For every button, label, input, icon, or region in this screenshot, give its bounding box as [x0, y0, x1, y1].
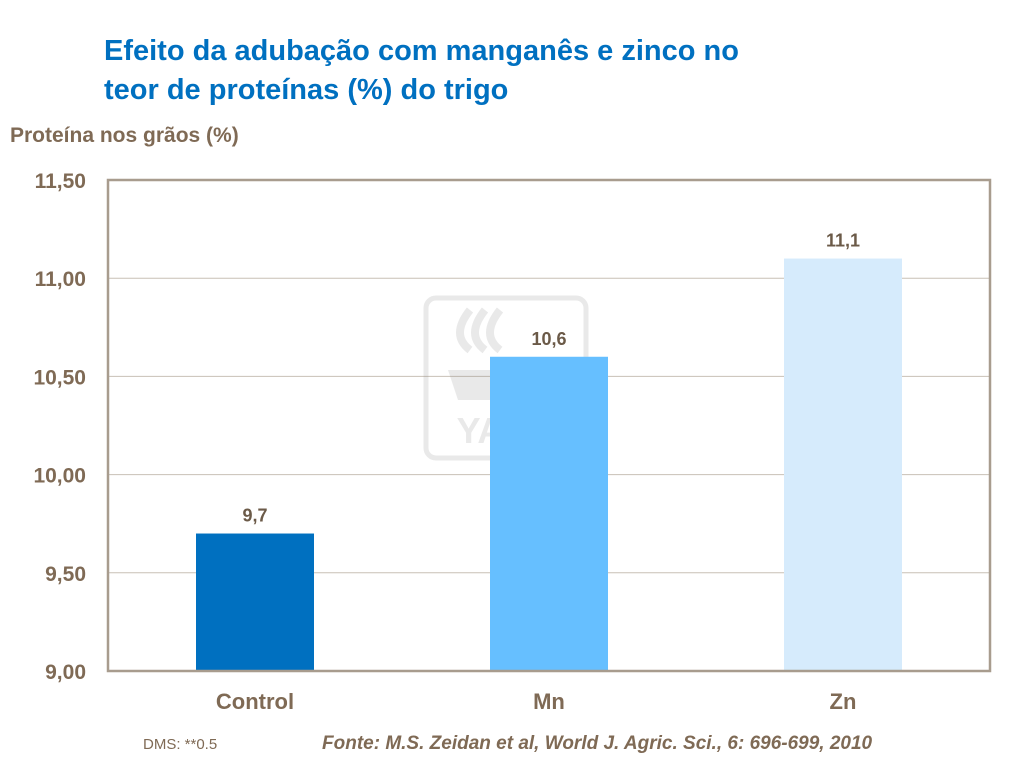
plot-border [106, 178, 992, 673]
title-line-2: teor de proteínas (%) do trigo [104, 74, 509, 106]
y-axis-label: Proteína nos grãos (%) [10, 124, 239, 147]
y-tick-label: 11,50 [35, 170, 86, 193]
title-line-1: Efeito da adubação com manganês e zinco … [104, 35, 739, 67]
x-tick-label: Zn [830, 689, 857, 714]
y-tick-label: 9,00 [45, 661, 86, 684]
x-tick-label: Control [216, 689, 294, 714]
bar-mn [490, 356, 608, 671]
data-label: 9,7 [242, 506, 267, 526]
y-tick-label: 11,00 [35, 268, 86, 291]
x-tick-label: Mn [533, 689, 565, 714]
bar-zn [784, 258, 902, 671]
data-label: 11,1 [826, 231, 860, 251]
y-tick-label: 9,50 [45, 563, 86, 586]
source-citation: Fonte: M.S. Zeidan et al, World J. Agric… [322, 733, 873, 754]
y-tick-label: 10,00 [33, 465, 86, 488]
bar-control [196, 533, 314, 671]
dms-note: DMS: **0.5 [143, 736, 218, 753]
y-tick-label: 10,50 [33, 366, 86, 389]
chart-title: Efeito da adubação com manganês e zinco … [104, 32, 739, 110]
data-label: 10,6 [531, 329, 566, 349]
